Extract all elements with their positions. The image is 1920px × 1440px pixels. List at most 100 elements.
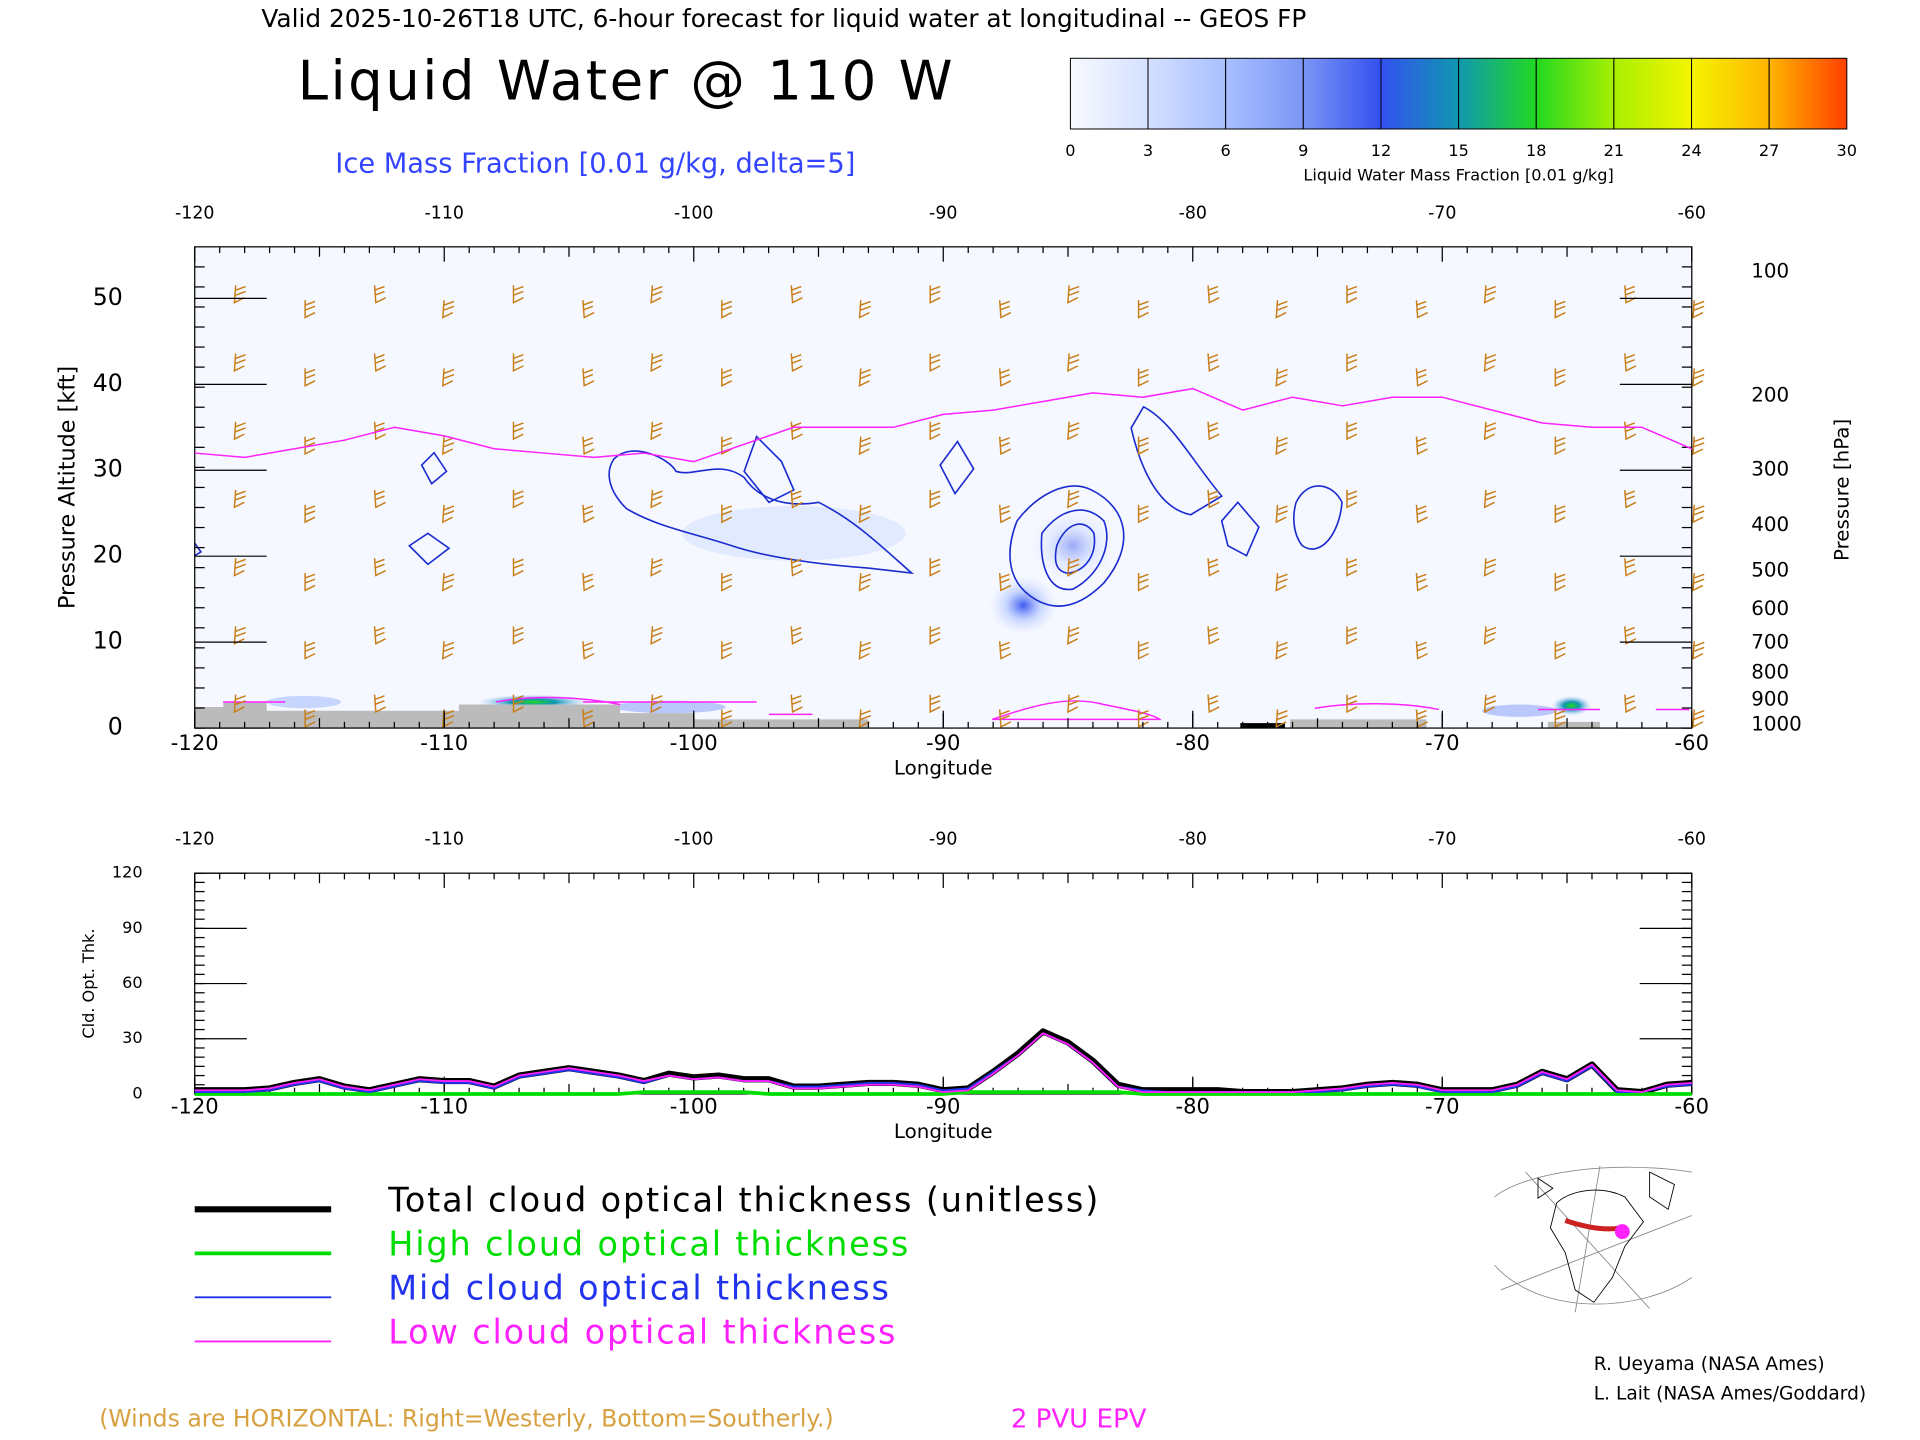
wind-barb: [1554, 368, 1566, 387]
x-tick-label-top: -80: [1179, 203, 1207, 223]
y-axis-label: Cld. Opt. Thk.: [79, 928, 98, 1038]
wind-barb: [1624, 558, 1637, 577]
x-tick-label-top: -120: [175, 830, 214, 850]
wind-barb: [233, 694, 246, 714]
wind-barb: [304, 436, 316, 456]
y-tick-label: 50: [93, 283, 123, 311]
colorbar-tick-label: 27: [1759, 141, 1780, 160]
map-grid: [1494, 1165, 1693, 1313]
x-tick-label: -100: [670, 730, 718, 755]
wind-barb: [858, 572, 871, 592]
colorbar-segment: [1535, 57, 1615, 130]
wind-barb: [1275, 300, 1288, 319]
wind-barb: [790, 558, 803, 577]
map-coast: [1549, 1189, 1644, 1303]
x-tick-label-top: -100: [674, 203, 713, 223]
map-point: [1614, 1224, 1630, 1240]
y2-tick-label: 400: [1751, 513, 1789, 536]
wind-barb: [1067, 558, 1080, 577]
colorbar-segment: [1691, 57, 1770, 130]
wind-barb: [304, 300, 316, 319]
x-tick-label: -110: [420, 1094, 468, 1119]
wind-barb: [373, 626, 387, 645]
wind-barb: [998, 641, 1012, 660]
x-tick-label: -70: [1425, 1094, 1459, 1119]
wind-barb: [721, 504, 733, 524]
wind-barb: [650, 626, 663, 645]
wind-barbs: [233, 285, 1705, 729]
wind-barb: [998, 709, 1012, 728]
wind-barb: [582, 436, 595, 456]
wind-barb: [1483, 421, 1497, 441]
wind-barb: [1415, 300, 1428, 319]
cloud-blob: [613, 700, 726, 714]
ice-contours: [194, 405, 1343, 607]
wind-barb: [1207, 558, 1220, 577]
contour: [1293, 485, 1343, 550]
wind-barb: [650, 694, 663, 714]
terrain-marker: [1240, 723, 1285, 729]
wind-barb: [1207, 489, 1220, 509]
wind-barb: [582, 641, 595, 660]
wind-barb: [1624, 489, 1637, 509]
wind-barb: [1415, 572, 1428, 592]
wind-barb: [1137, 436, 1149, 456]
y-tick-label: 0: [108, 713, 123, 741]
plot-frame: [194, 872, 1693, 1095]
legend-label: High cloud optical thickness: [388, 1224, 910, 1263]
colorbar-tick-label: 6: [1221, 141, 1231, 160]
series-line: [194, 387, 1693, 463]
colorbar-segment: [1225, 57, 1304, 130]
wind-barb: [858, 504, 871, 524]
wind-barb: [650, 558, 663, 577]
wind-barb: [929, 353, 941, 373]
wind-barb: [1207, 421, 1220, 441]
wind-barb: [441, 572, 455, 592]
wind-barb: [929, 421, 941, 441]
wind-barb: [1692, 368, 1705, 387]
wind-barb: [1692, 572, 1705, 592]
y-tick-label: 20: [93, 541, 123, 569]
wind-barb: [998, 436, 1012, 456]
wind-barb: [790, 285, 803, 304]
wind-barb: [1067, 626, 1080, 645]
wind-barb: [1067, 285, 1080, 304]
colorbar-segment: [1613, 57, 1693, 130]
x-axis-label: Longitude: [894, 1120, 993, 1143]
wind-barb: [1346, 421, 1358, 441]
wind-barb: [1346, 285, 1358, 304]
wind-barb: [582, 709, 595, 728]
wind-barb: [790, 353, 803, 373]
wind-barb: [790, 489, 803, 509]
wind-barb: [1207, 694, 1220, 714]
wind-barb: [441, 300, 455, 319]
plot-background: [194, 246, 1692, 729]
wind-barb: [929, 558, 941, 577]
wind-barb: [929, 285, 941, 304]
wind-barb: [512, 626, 524, 645]
contour: [992, 700, 1162, 721]
cloud-shade: [682, 506, 906, 561]
low-cloud-contours: [223, 696, 1690, 721]
legend-label: Total cloud optical thickness (unitless): [387, 1180, 1100, 1219]
x-tick-label: -60: [1675, 1094, 1709, 1119]
wind-barb: [1415, 368, 1428, 387]
wind-barb: [1692, 709, 1705, 729]
wind-barb: [441, 368, 455, 387]
wind-barb: [1275, 504, 1288, 524]
wind-barb: [650, 285, 663, 304]
wind-barb: [1346, 353, 1358, 373]
wind-barb: [998, 300, 1012, 319]
wind-barb: [721, 368, 733, 387]
wind-barb: [929, 626, 941, 645]
legend-label: Low cloud optical thickness: [388, 1312, 897, 1351]
header-title: Valid 2025-10-26T18 UTC, 6-hour forecast…: [261, 4, 1306, 33]
x-tick-label-top: -110: [425, 203, 464, 223]
cloud-blob: [988, 575, 1058, 636]
wind-barb: [721, 436, 733, 456]
contour: [743, 435, 795, 504]
wind-barb: [1275, 436, 1288, 456]
wind-barb: [233, 558, 246, 577]
wind-note: (Winds are HORIZONTAL: Right=Westerly, B…: [99, 1405, 833, 1433]
